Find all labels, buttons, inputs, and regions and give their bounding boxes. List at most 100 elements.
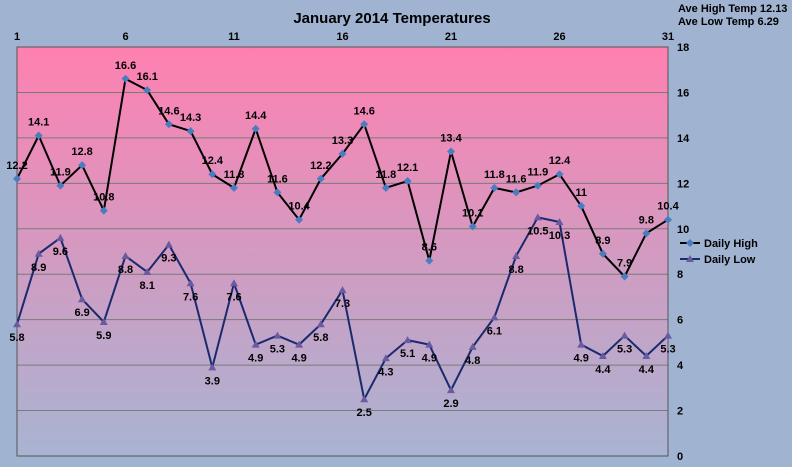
y-tick-label: 18 bbox=[677, 42, 689, 54]
daily-high-data-label: 11.8 bbox=[484, 169, 505, 181]
daily-high-point bbox=[56, 181, 65, 190]
x-tick-label: 6 bbox=[122, 31, 128, 43]
daily-low-data-label: 8.1 bbox=[140, 280, 155, 292]
daily-low-point bbox=[533, 213, 542, 221]
daily-high-data-label: 12.4 bbox=[549, 155, 571, 167]
daily-low-data-label: 2.9 bbox=[443, 398, 458, 410]
daily-low-point bbox=[381, 354, 390, 362]
daily-low-data-label: 8.8 bbox=[118, 264, 133, 276]
y-axis-ticks: 0 2 4 6 8 10 12 14 16 18 bbox=[677, 42, 690, 463]
daily-high-point bbox=[164, 120, 173, 129]
x-tick-label: 26 bbox=[553, 31, 565, 43]
daily-low-point bbox=[598, 352, 607, 360]
daily-high-data-label: 12.2 bbox=[6, 160, 27, 172]
daily-low-data-label: 9.3 bbox=[161, 253, 176, 265]
daily-low-data-label: 4.9 bbox=[248, 353, 263, 365]
y-tick-label: 2 bbox=[677, 406, 683, 418]
daily-high-point bbox=[512, 188, 521, 197]
daily-low-point bbox=[316, 320, 325, 328]
y-tick-label: 6 bbox=[677, 315, 683, 327]
daily-high-data-label: 11.9 bbox=[527, 167, 548, 179]
daily-low-data-label: 5.8 bbox=[9, 332, 24, 344]
daily-high-data-label: 10.8 bbox=[93, 192, 114, 204]
daily-high-point bbox=[360, 120, 369, 129]
daily-high-data-label: 9.8 bbox=[639, 214, 654, 226]
daily-low-point bbox=[34, 249, 43, 257]
daily-low-series: 5.8 8.9 9.6 6.9 5.9 8.8 8.1 9.3 7.6 3.9 7.6 4.9 5.3 4… bbox=[9, 213, 676, 419]
daily-low-data-label: 7.6 bbox=[183, 291, 198, 303]
x-axis-ticks: 1 6 11 16 21 26 31 bbox=[14, 31, 674, 43]
daily-high-data-label: 7.9 bbox=[617, 257, 632, 269]
daily-low-data-label: 4.9 bbox=[291, 353, 306, 365]
y-tick-label: 14 bbox=[677, 133, 690, 145]
x-tick-label: 11 bbox=[228, 31, 240, 43]
daily-low-data-label: 7.3 bbox=[335, 298, 350, 310]
daily-high-data-label: 12.4 bbox=[202, 155, 224, 167]
daily-low-data-label: 5.8 bbox=[313, 332, 328, 344]
daily-high-point bbox=[13, 174, 21, 183]
daily-low-point bbox=[403, 336, 412, 344]
daily-low-data-label: 4.9 bbox=[422, 353, 437, 365]
daily-high-data-label: 14.1 bbox=[28, 117, 49, 129]
daily-high-point bbox=[230, 183, 238, 192]
daily-low-point bbox=[13, 320, 21, 328]
daily-high-point bbox=[208, 170, 217, 179]
daily-high-data-label: 11.9 bbox=[50, 167, 71, 179]
daily-high-point bbox=[273, 188, 282, 197]
daily-high-data-label: 16.6 bbox=[115, 60, 136, 72]
chart-title: January 2014 Temperatures bbox=[293, 10, 490, 27]
daily-low-data-label: 3.9 bbox=[205, 375, 220, 387]
daily-low-point bbox=[251, 340, 260, 348]
daily-low-data-label: 10.3 bbox=[549, 230, 570, 242]
daily-low-point bbox=[295, 340, 304, 348]
daily-high-data-label: 14.3 bbox=[180, 112, 201, 124]
daily-low-legend-marker bbox=[686, 255, 694, 262]
daily-high-point bbox=[295, 215, 304, 224]
daily-high-data-label: 8.9 bbox=[595, 235, 610, 247]
y-tick-label: 12 bbox=[677, 178, 689, 190]
daily-high-data-label: 11.8 bbox=[224, 169, 245, 181]
daily-high-data-label: 13.4 bbox=[440, 133, 462, 145]
x-tick-label: 16 bbox=[336, 31, 348, 43]
daily-low-point bbox=[447, 386, 455, 394]
daily-low-point bbox=[642, 352, 651, 360]
daily-high-point bbox=[468, 222, 477, 231]
daily-high-data-label: 10.4 bbox=[657, 201, 679, 213]
daily-low-data-label: 5.3 bbox=[617, 344, 632, 356]
daily-high-data-label: 14.4 bbox=[245, 110, 267, 122]
daily-high-point bbox=[620, 272, 629, 281]
ave-high-stat: Ave High Temp 12.13 bbox=[678, 3, 787, 15]
daily-low-point bbox=[490, 313, 499, 321]
daily-low-data-label: 8.8 bbox=[508, 264, 523, 276]
daily-low-data-label: 6.1 bbox=[487, 325, 502, 337]
x-tick-label: 1 bbox=[14, 31, 20, 43]
daily-low-point bbox=[338, 286, 347, 294]
daily-low-point bbox=[230, 279, 238, 287]
daily-high-data-label: 8.6 bbox=[422, 242, 437, 254]
daily-high-data-label: 11.8 bbox=[375, 169, 396, 181]
daily-low-data-label: 7.6 bbox=[226, 291, 241, 303]
daily-low-point bbox=[99, 317, 108, 325]
daily-low-point bbox=[425, 340, 434, 348]
ave-low-stat: Ave Low Temp 6.29 bbox=[678, 16, 779, 28]
daily-high-point bbox=[338, 149, 347, 158]
daily-high-point bbox=[316, 174, 325, 183]
daily-low-point bbox=[143, 267, 152, 275]
daily-high-point bbox=[425, 256, 434, 265]
daily-high-data-label: 11.6 bbox=[267, 173, 288, 185]
daily-high-series: 12.214.111.912.810.816.616.114.614.312.4… bbox=[6, 60, 680, 281]
daily-high-data-label: 12.2 bbox=[310, 160, 331, 172]
daily-low-point bbox=[664, 331, 672, 339]
daily-low-data-label: 5.3 bbox=[660, 344, 675, 356]
y-tick-label: 10 bbox=[677, 224, 689, 236]
x-tick-label: 31 bbox=[662, 31, 674, 43]
daily-high-data-label: 14.6 bbox=[353, 105, 374, 117]
daily-high-point bbox=[78, 161, 87, 170]
daily-low-data-label: 2.5 bbox=[357, 407, 372, 419]
daily-high-point bbox=[447, 147, 455, 156]
daily-high-point bbox=[186, 127, 195, 136]
daily-high-point bbox=[34, 131, 43, 140]
daily-low-point bbox=[78, 295, 87, 303]
y-tick-label: 16 bbox=[677, 87, 689, 99]
